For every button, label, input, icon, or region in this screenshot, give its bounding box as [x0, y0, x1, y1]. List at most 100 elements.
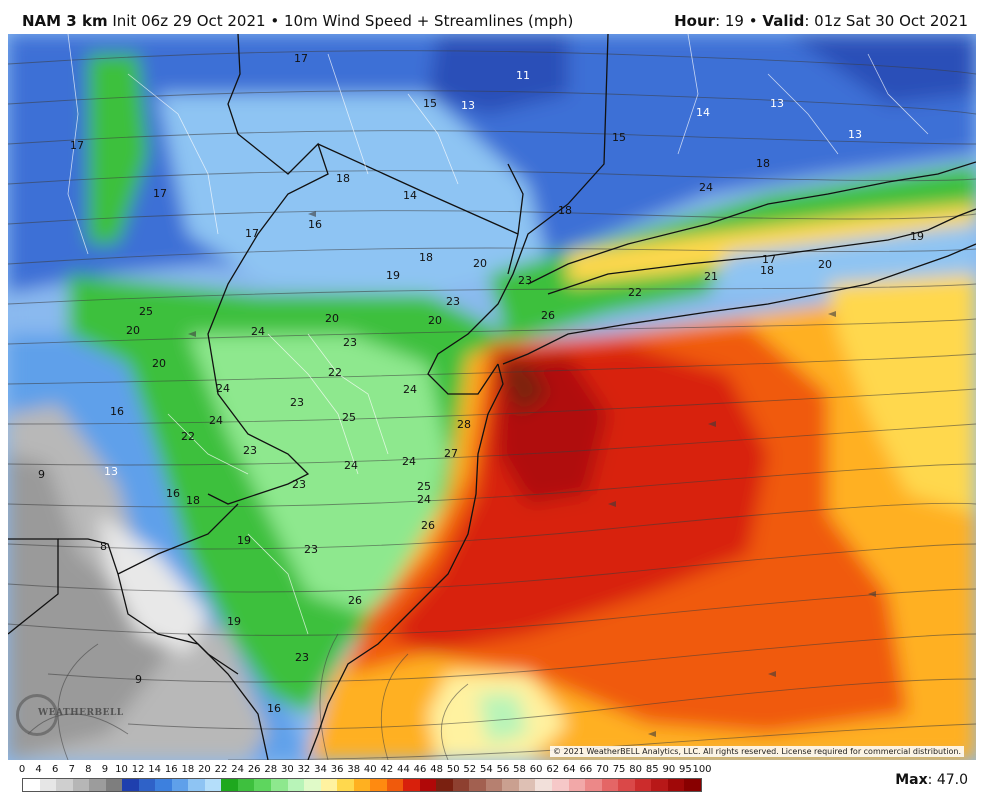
legend-swatch — [89, 779, 106, 791]
valid-bullet: • — [748, 12, 758, 30]
streamline-arrows — [188, 211, 876, 737]
legend-tick-label: 28 — [264, 764, 278, 775]
speed-label: 21 — [704, 270, 718, 283]
legend-tick-label: 56 — [496, 764, 510, 775]
legend-tick-label: 30 — [280, 764, 294, 775]
legend-tick-label: 64 — [562, 764, 576, 775]
weatherbell-logo: WEATHERBELL — [16, 694, 123, 738]
legend-swatch — [618, 779, 635, 791]
speed-label: 18 — [186, 494, 200, 507]
legend-tick-label: 38 — [347, 764, 361, 775]
legend-swatch — [386, 779, 404, 791]
header: NAM 3 km Init 06z 29 Oct 2021 • 10m Wind… — [0, 0, 984, 34]
wind-field — [8, 34, 976, 760]
legend-tick-label: 50 — [446, 764, 460, 775]
legend-swatch — [105, 779, 123, 791]
legend-ticks: 0 4 6 7 8 9 10 12 14 16 18 20 22 24 26 28 30 32 34 36 38 40 42… — [18, 764, 712, 780]
streamlines — [8, 50, 976, 760]
title-bullet: • — [270, 12, 280, 30]
max-label: Max — [895, 772, 928, 788]
logo-swirl-icon — [16, 694, 58, 736]
legend-tick-label: 46 — [413, 764, 427, 775]
speed-label: 25 — [342, 411, 356, 424]
speed-label: 19 — [386, 269, 400, 282]
speed-label: 16 — [110, 405, 124, 418]
legend-tick-label: 36 — [330, 764, 344, 775]
speed-label: 24 — [699, 181, 713, 194]
legend-tick-label: 0 — [18, 764, 26, 775]
speed-label: 25 — [417, 480, 431, 493]
legend-swatch — [485, 779, 503, 791]
legend-swatch — [601, 779, 619, 791]
speed-label: 17 — [70, 139, 84, 152]
legend-tick-label: 9 — [101, 764, 109, 775]
legend-swatch — [353, 779, 371, 791]
speed-label: 23 — [343, 336, 357, 349]
speed-label: 24 — [344, 459, 358, 472]
speed-label: 22 — [181, 430, 195, 443]
legend-swatch — [518, 779, 536, 791]
legend-tick-label: 22 — [214, 764, 228, 775]
wind-map[interactable]: 17 11 15 13 14 13 15 13 17 18 17 14 18 2… — [8, 34, 976, 760]
copyright-notice: © 2021 WeatherBELL Analytics, LLC. All r… — [550, 746, 964, 757]
legend-swatch — [651, 779, 668, 791]
speed-label: 24 — [209, 414, 223, 427]
chart-title: NAM 3 km Init 06z 29 Oct 2021 • 10m Wind… — [22, 12, 573, 30]
speed-label: 23 — [446, 295, 460, 308]
legend-swatch — [634, 779, 652, 791]
legend-swatch — [419, 779, 437, 791]
legend-swatch — [138, 779, 156, 791]
speed-label: 15 — [612, 131, 626, 144]
speed-label: 26 — [348, 594, 362, 607]
legend-swatch — [39, 779, 57, 791]
legend-swatch — [270, 779, 288, 791]
legend-swatch — [684, 779, 701, 791]
legend-tick-label: 48 — [430, 764, 443, 775]
speed-label: 25 — [139, 305, 153, 318]
speed-label: 23 — [518, 274, 532, 287]
legend-swatch — [568, 779, 586, 791]
legend-tick-label: 16 — [164, 764, 178, 775]
legend-swatch — [237, 779, 255, 791]
legend-swatch — [188, 779, 205, 791]
speed-label: 18 — [558, 204, 572, 217]
logo-text: WEATHERBELL — [38, 708, 124, 718]
valid-time: Hour: 19 • Valid: 01z Sat 30 Oct 2021 — [674, 12, 968, 30]
speed-label: 15 — [423, 97, 437, 110]
valid-label: Valid — [762, 12, 805, 30]
speed-label: 18 — [756, 157, 770, 170]
legend-swatch — [171, 779, 189, 791]
legend-tick-label: 100 — [692, 764, 712, 775]
speed-label: 24 — [251, 325, 265, 338]
legend-swatch — [254, 779, 271, 791]
speed-label: 26 — [541, 309, 555, 322]
legend-tick-label: 4 — [35, 764, 42, 775]
legend-tick-label: 66 — [579, 764, 593, 775]
speed-label: 19 — [227, 615, 241, 628]
speed-label: 24 — [403, 383, 417, 396]
speed-label: 23 — [295, 651, 309, 664]
speed-label: 9 — [38, 468, 45, 481]
legend-tick-label: 14 — [148, 764, 162, 775]
max-value: : 47.0 — [927, 772, 968, 788]
speed-label: 17 — [762, 253, 776, 266]
legend-tick-label: 58 — [513, 764, 526, 775]
county-lines — [67, 34, 929, 635]
speed-label: 18 — [336, 172, 350, 185]
legend-tick-label: 95 — [679, 764, 692, 775]
max-readout: Max: 47.0 — [895, 772, 968, 788]
legend-tick-label: 32 — [297, 764, 311, 775]
init-time: Init 06z 29 Oct 2021 — [112, 12, 266, 30]
legend-tick-label: 60 — [529, 764, 543, 775]
legend-tick-label: 70 — [596, 764, 609, 775]
legend-swatch — [452, 779, 470, 791]
legend-tick-label: 54 — [480, 764, 493, 775]
legend-swatch — [221, 779, 238, 791]
speed-label: 13 — [848, 128, 862, 141]
speed-label: 27 — [444, 447, 458, 460]
speed-label: 18 — [419, 251, 433, 264]
legend-swatch — [585, 779, 602, 791]
legend-swatch — [370, 779, 387, 791]
speed-label: 24 — [417, 493, 431, 506]
hour-label: Hour — [674, 12, 716, 30]
